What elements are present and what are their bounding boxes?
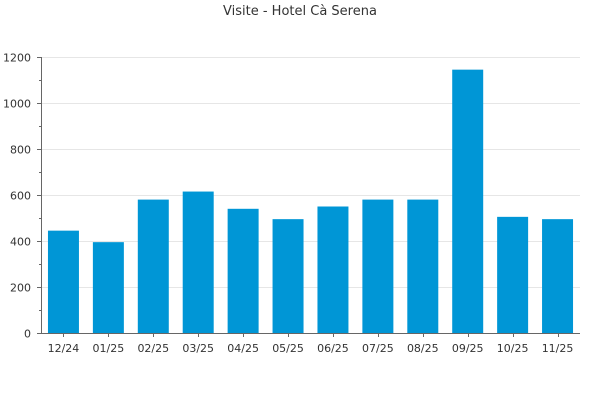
x-tick-label: 09/25	[452, 342, 484, 355]
x-tick-label: 06/25	[317, 342, 349, 355]
y-tick-label: 800	[10, 144, 31, 157]
bar	[92, 242, 124, 333]
x-tick-label: 05/25	[272, 342, 304, 355]
bar	[182, 191, 214, 333]
y-tick-label: 400	[10, 236, 31, 249]
bar	[47, 230, 79, 333]
bar	[137, 199, 169, 333]
x-tick-label: 04/25	[227, 342, 259, 355]
bar	[317, 206, 349, 333]
x-tick-label: 07/25	[362, 342, 394, 355]
bar	[407, 199, 439, 333]
bar	[272, 219, 304, 333]
y-tick-label: 600	[10, 190, 31, 203]
x-tick-label: 03/25	[182, 342, 214, 355]
chart-title: Visite - Hotel Cà Serena	[223, 4, 377, 19]
bar	[452, 69, 484, 334]
y-tick-label: 200	[10, 282, 31, 295]
x-tick-label: 08/25	[407, 342, 439, 355]
y-tick-label: 1200	[3, 52, 31, 65]
x-tick-label: 10/25	[497, 342, 529, 355]
bar	[227, 208, 259, 333]
x-tick-label: 12/24	[48, 342, 80, 355]
bar	[542, 219, 574, 333]
x-tick-label: 02/25	[137, 342, 169, 355]
bar	[362, 199, 394, 333]
y-tick-label: 0	[24, 328, 31, 341]
y-tick-label: 1000	[3, 98, 31, 111]
x-tick-label: 01/25	[93, 342, 125, 355]
bar	[497, 216, 529, 333]
x-tick-label: 11/25	[542, 342, 574, 355]
